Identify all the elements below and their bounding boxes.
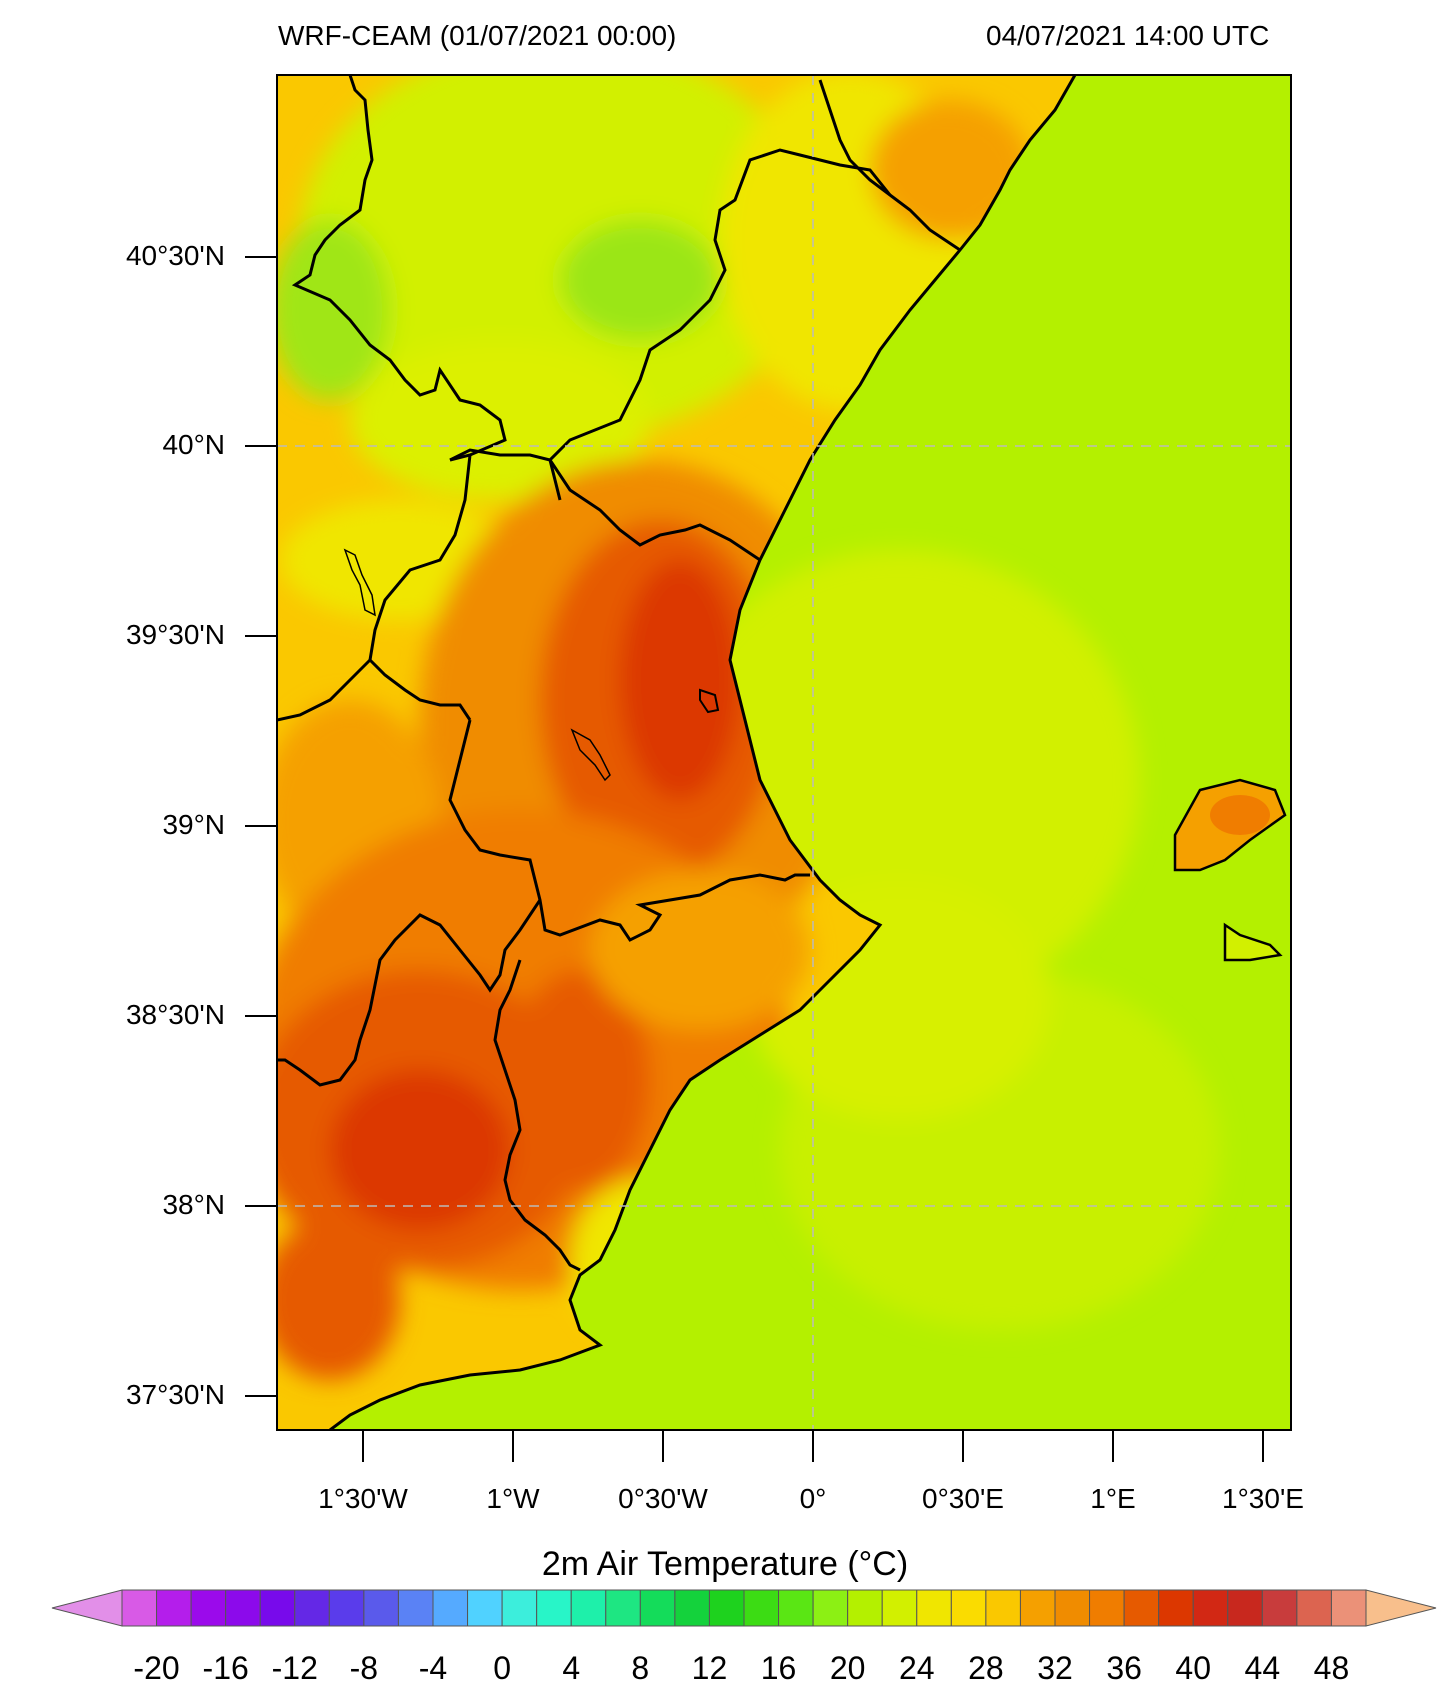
colorbar-tick-label: 44 [1244, 1650, 1281, 1686]
colorbar-swatch [432, 1589, 469, 1627]
colorbar-swatch [605, 1589, 641, 1627]
colorbar-swatch [121, 1589, 158, 1627]
lat-label: 40°N [162, 429, 225, 460]
lon-label: 0°30'W [618, 1483, 708, 1514]
colorbar-swatch [467, 1589, 503, 1627]
colorbar-swatch [328, 1589, 365, 1627]
lon-label: 0°30'E [922, 1483, 1004, 1514]
lat-label: 38°N [162, 1189, 225, 1220]
colorbar-swatch [501, 1589, 538, 1627]
colorbar-tick-label: 32 [1037, 1650, 1073, 1686]
map-title-left: WRF-CEAM (01/07/2021 00:00) [278, 20, 677, 51]
colorbar-swatch [847, 1589, 883, 1627]
colorbar-swatch [1192, 1589, 1229, 1627]
colorbar-swatch [156, 1589, 192, 1627]
colorbar-tick-label: -12 [271, 1650, 318, 1686]
colorbar-tick-label: 16 [760, 1650, 797, 1686]
colorbar-swatch [708, 1589, 745, 1627]
colorbar-swatch [1227, 1589, 1263, 1627]
temperature-colorbar [51, 1589, 1437, 1627]
colorbar-swatch [1158, 1589, 1194, 1627]
lon-label: 1°30'E [1222, 1483, 1304, 1514]
colorbar-tick-label: -4 [418, 1650, 448, 1686]
colorbar-swatch [1123, 1589, 1160, 1627]
lon-label: 1°W [486, 1483, 540, 1514]
colorbar-swatch [674, 1589, 710, 1627]
colorbar-swatch [397, 1589, 434, 1627]
colorbar-tick-label: -20 [133, 1650, 180, 1686]
colorbar-tick-label: 28 [968, 1650, 1004, 1686]
colorbar-swatch [639, 1589, 676, 1627]
colorbar-swatch [778, 1589, 814, 1627]
colorbar-tick-label: 4 [562, 1650, 581, 1686]
colorbar-swatch [570, 1589, 607, 1627]
colorbar-swatch [743, 1589, 780, 1627]
formentera-island [1223, 922, 1283, 962]
lon-label: 1°30'W [318, 1483, 408, 1514]
colorbar-swatch [1296, 1589, 1332, 1627]
lon-label: 1°E [1090, 1483, 1136, 1514]
lat-label: 39°30'N [125, 619, 225, 650]
colorbar-tick-label: -8 [349, 1650, 379, 1686]
colorbar-swatch [363, 1589, 399, 1627]
colorbar-swatch [536, 1589, 572, 1627]
colorbar-swatch [1019, 1589, 1056, 1627]
colorbar-swatch [259, 1589, 296, 1627]
colorbar-low-arrow [51, 1589, 123, 1627]
colorbar-swatch [985, 1589, 1021, 1627]
map-title-right: 04/07/2021 14:00 UTC [986, 20, 1270, 51]
colorbar-swatch [1054, 1589, 1091, 1627]
colorbar-swatch [881, 1589, 918, 1627]
colorbar-swatch [1261, 1589, 1298, 1627]
colorbar-tick-label: 36 [1106, 1650, 1142, 1686]
colorbar-high-arrow [1365, 1589, 1437, 1627]
lat-label: 39°N [162, 809, 225, 840]
colorbar-tick-label: -16 [202, 1650, 249, 1686]
colorbar-tick-label: 20 [829, 1650, 866, 1686]
colorbar-tick-label: 24 [898, 1650, 935, 1686]
colorbar-tick-label: 12 [691, 1650, 728, 1686]
colorbar-tick-label: 48 [1313, 1650, 1350, 1686]
colorbar-title: 2m Air Temperature (°C) [541, 1545, 909, 1583]
colorbar-swatch [1089, 1589, 1125, 1627]
colorbar-swatch [225, 1589, 261, 1627]
colorbar-tick-label: 40 [1175, 1650, 1212, 1686]
colorbar-swatch [950, 1589, 987, 1627]
lat-label: 38°30'N [125, 999, 225, 1030]
coastline [329, 75, 1077, 1430]
colorbar-swatch [294, 1589, 330, 1627]
lon-label: 0° [799, 1483, 827, 1514]
colorbar-tick-label: 0 [493, 1650, 511, 1686]
colorbar-tick-label: 8 [631, 1650, 650, 1686]
colorbar-swatch [812, 1589, 849, 1627]
lat-label: 37°30'N [125, 1379, 225, 1410]
colorbar-swatch [1330, 1589, 1367, 1627]
colorbar-swatch [916, 1589, 952, 1627]
province-borders [277, 75, 961, 1272]
colorbar-swatch [190, 1589, 227, 1627]
lat-label: 40°30'N [125, 240, 225, 271]
